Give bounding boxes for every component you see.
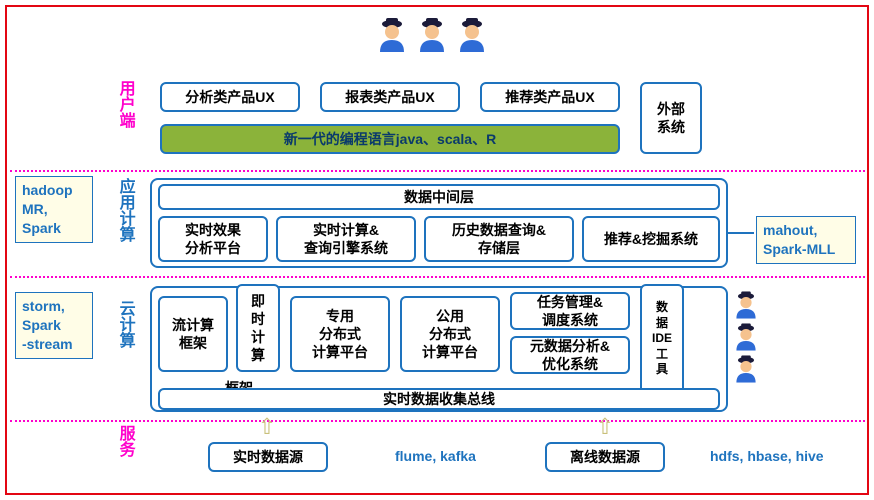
- user-icon: [378, 18, 406, 52]
- tech-hadoop: hadoop MR, Spark: [15, 176, 93, 243]
- tech-mahout-text: mahout, Spark-MLL: [763, 222, 835, 257]
- row-label-cloud: 云计算: [115, 300, 135, 353]
- cloud-c4: 公用 分布式 计算平台: [400, 296, 500, 372]
- tech-storm-text: storm, Spark -stream: [22, 298, 73, 352]
- app-b4: 推荐&挖掘系统: [582, 216, 720, 262]
- row-label-app: 应用计算: [115, 178, 135, 247]
- cloud-c5b-text: 元数据分析& 优化系统: [530, 337, 610, 373]
- cloud-c5b: 元数据分析& 优化系统: [510, 336, 630, 374]
- ux-report: 报表类产品UX: [320, 82, 460, 112]
- user-icon: [458, 18, 486, 52]
- lang-bar: 新一代的编程语言java、scala、R: [160, 124, 620, 154]
- realtime-source: 实时数据源: [208, 442, 328, 472]
- ux-report-text: 报表类产品UX: [345, 88, 434, 106]
- ide-user-icon: [735, 291, 757, 318]
- tech-mahout: mahout, Spark-MLL: [756, 216, 856, 264]
- app-b3-text: 历史数据查询& 存储层: [452, 221, 546, 257]
- user-icon: [418, 18, 446, 52]
- ide-user-icon: [735, 355, 757, 382]
- cloud-c4-text: 公用 分布式 计算平台: [422, 307, 478, 362]
- ux-recommend: 推荐类产品UX: [480, 82, 620, 112]
- cloud-c5a-text: 任务管理& 调度系统: [537, 293, 603, 329]
- row-label-service: 服务: [115, 425, 135, 462]
- row-label-user-text: 用户端: [115, 80, 134, 128]
- arrow-up-icon: ⇧: [258, 414, 276, 440]
- cloud-c1: 流计算 框架: [158, 296, 228, 372]
- cloud-c6: 数 据 IDE 工 具: [640, 284, 684, 394]
- row-label-cloud-text: 云计算: [115, 300, 134, 348]
- row-label-user: 用户端: [115, 80, 135, 133]
- cloud-c6-text: 数 据 IDE 工 具: [652, 300, 672, 378]
- cloud-c3: 专用 分布式 计算平台: [290, 296, 390, 372]
- divider-2: [10, 276, 865, 278]
- offline-source-text: 离线数据源: [570, 448, 640, 466]
- tech-hadoop-text: hadoop MR, Spark: [22, 182, 73, 236]
- cloud-c1-text: 流计算 框架: [172, 316, 214, 352]
- ux-analysis: 分析类产品UX: [160, 82, 300, 112]
- cloud-bus: 实时数据收集总线: [158, 388, 720, 410]
- external-system-text: 外部 系统: [657, 100, 685, 136]
- app-b1: 实时效果 分析平台: [158, 216, 268, 262]
- cloud-c2: 即 时 计 算: [236, 284, 280, 372]
- lang-bar-text: 新一代的编程语言java、scala、R: [284, 130, 496, 148]
- divider-3: [10, 420, 865, 422]
- realtime-source-text: 实时数据源: [233, 448, 303, 466]
- cloud-c2-text: 即 时 计 算: [251, 292, 265, 365]
- tech-flume: flume, kafka: [395, 448, 476, 464]
- data-middle-layer-text: 数据中间层: [404, 188, 474, 206]
- arrow-up-icon: ⇧: [596, 414, 614, 440]
- tech-storm: storm, Spark -stream: [15, 292, 93, 359]
- tech-hdfs: hdfs, hbase, hive: [710, 448, 824, 464]
- data-middle-layer: 数据中间层: [158, 184, 720, 210]
- external-system: 外部 系统: [640, 82, 702, 154]
- ux-recommend-text: 推荐类产品UX: [505, 88, 594, 106]
- app-b4-text: 推荐&挖掘系统: [604, 230, 698, 248]
- divider-1: [10, 170, 865, 172]
- cloud-c5a: 任务管理& 调度系统: [510, 292, 630, 330]
- ide-user-icon: [735, 323, 757, 350]
- row-label-app-text: 应用计算: [115, 178, 134, 242]
- app-b3: 历史数据查询& 存储层: [424, 216, 574, 262]
- app-b1-text: 实时效果 分析平台: [185, 221, 241, 257]
- cloud-bus-text: 实时数据收集总线: [383, 390, 495, 408]
- cloud-c3-text: 专用 分布式 计算平台: [312, 307, 368, 362]
- app-b2-text: 实时计算& 查询引擎系统: [304, 221, 388, 257]
- offline-source: 离线数据源: [545, 442, 665, 472]
- app-b2: 实时计算& 查询引擎系统: [276, 216, 416, 262]
- connector-mahout: [726, 232, 754, 234]
- row-label-service-text: 服务: [115, 425, 134, 457]
- ux-analysis-text: 分析类产品UX: [185, 88, 274, 106]
